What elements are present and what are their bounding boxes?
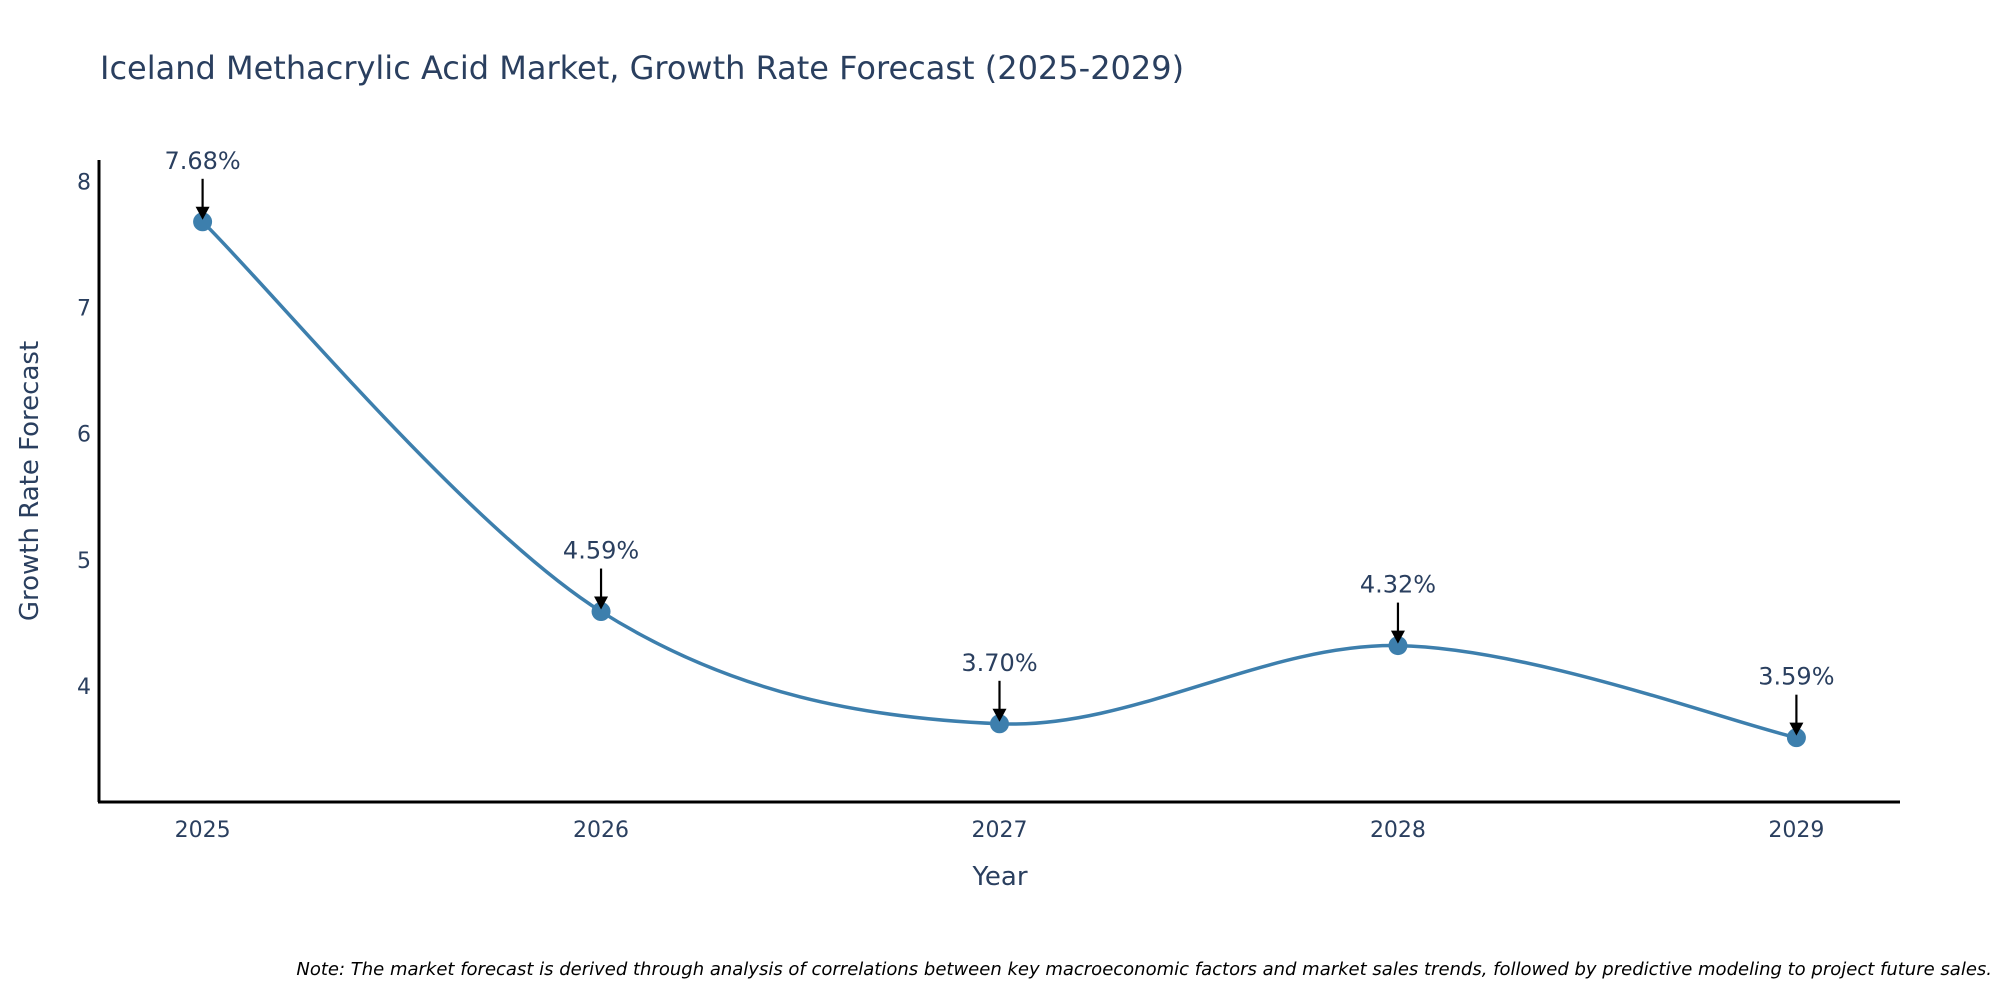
- y-tick-label: 5: [77, 549, 91, 574]
- data-label: 4.59%: [563, 537, 639, 565]
- y-tick-label: 4: [77, 675, 91, 700]
- annotation-arrow-head: [992, 708, 1007, 722]
- x-tick-label: 2027: [972, 818, 1028, 843]
- data-label: 3.70%: [961, 649, 1037, 677]
- data-annotations: 7.68% 4.59% 3.70% 4.32% 3.59%: [164, 147, 1835, 736]
- data-label: 7.68%: [164, 147, 240, 175]
- annotation-arrow-head: [594, 596, 609, 610]
- footnote: Note: The market forecast is derived thr…: [296, 959, 1992, 980]
- data-point: [591, 602, 611, 622]
- data-point: [990, 714, 1009, 734]
- data-markers: [193, 212, 1806, 748]
- data-point: [1786, 728, 1806, 748]
- y-tick-label: 6: [77, 423, 91, 448]
- data-annotation: 7.68%: [164, 147, 241, 220]
- x-axis-title: Year: [971, 862, 1027, 892]
- x-tick-label: 2026: [573, 818, 629, 843]
- annotation-arrow-head: [195, 206, 210, 220]
- data-annotation: 3.70%: [961, 649, 1038, 722]
- data-annotation: 3.59%: [1758, 663, 1835, 736]
- x-tick-labels: 2025 2026 2027 2028 2029: [175, 818, 1825, 843]
- y-tick-label: 8: [77, 170, 91, 195]
- series-line: [201, 220, 1797, 740]
- x-tick-label: 2029: [1768, 818, 1824, 843]
- x-tick-label: 2028: [1370, 818, 1426, 843]
- data-label: 3.59%: [1758, 663, 1834, 691]
- x-tick-label: 2025: [175, 818, 231, 843]
- data-annotation: 4.59%: [563, 537, 639, 610]
- annotation-arrow-head: [1390, 630, 1405, 644]
- data-annotation: 4.32%: [1360, 571, 1436, 644]
- data-point: [1388, 636, 1408, 656]
- data-label: 4.32%: [1360, 571, 1436, 599]
- y-tick-labels: 4 5 6 7 8: [77, 170, 91, 700]
- data-point: [193, 212, 213, 232]
- annotation-arrow-head: [1789, 722, 1804, 736]
- chart-title: Iceland Methacrylic Acid Market, Growth …: [100, 49, 1184, 87]
- y-axis-title: Growth Rate Forecast: [15, 341, 45, 621]
- y-tick-label: 7: [77, 297, 91, 322]
